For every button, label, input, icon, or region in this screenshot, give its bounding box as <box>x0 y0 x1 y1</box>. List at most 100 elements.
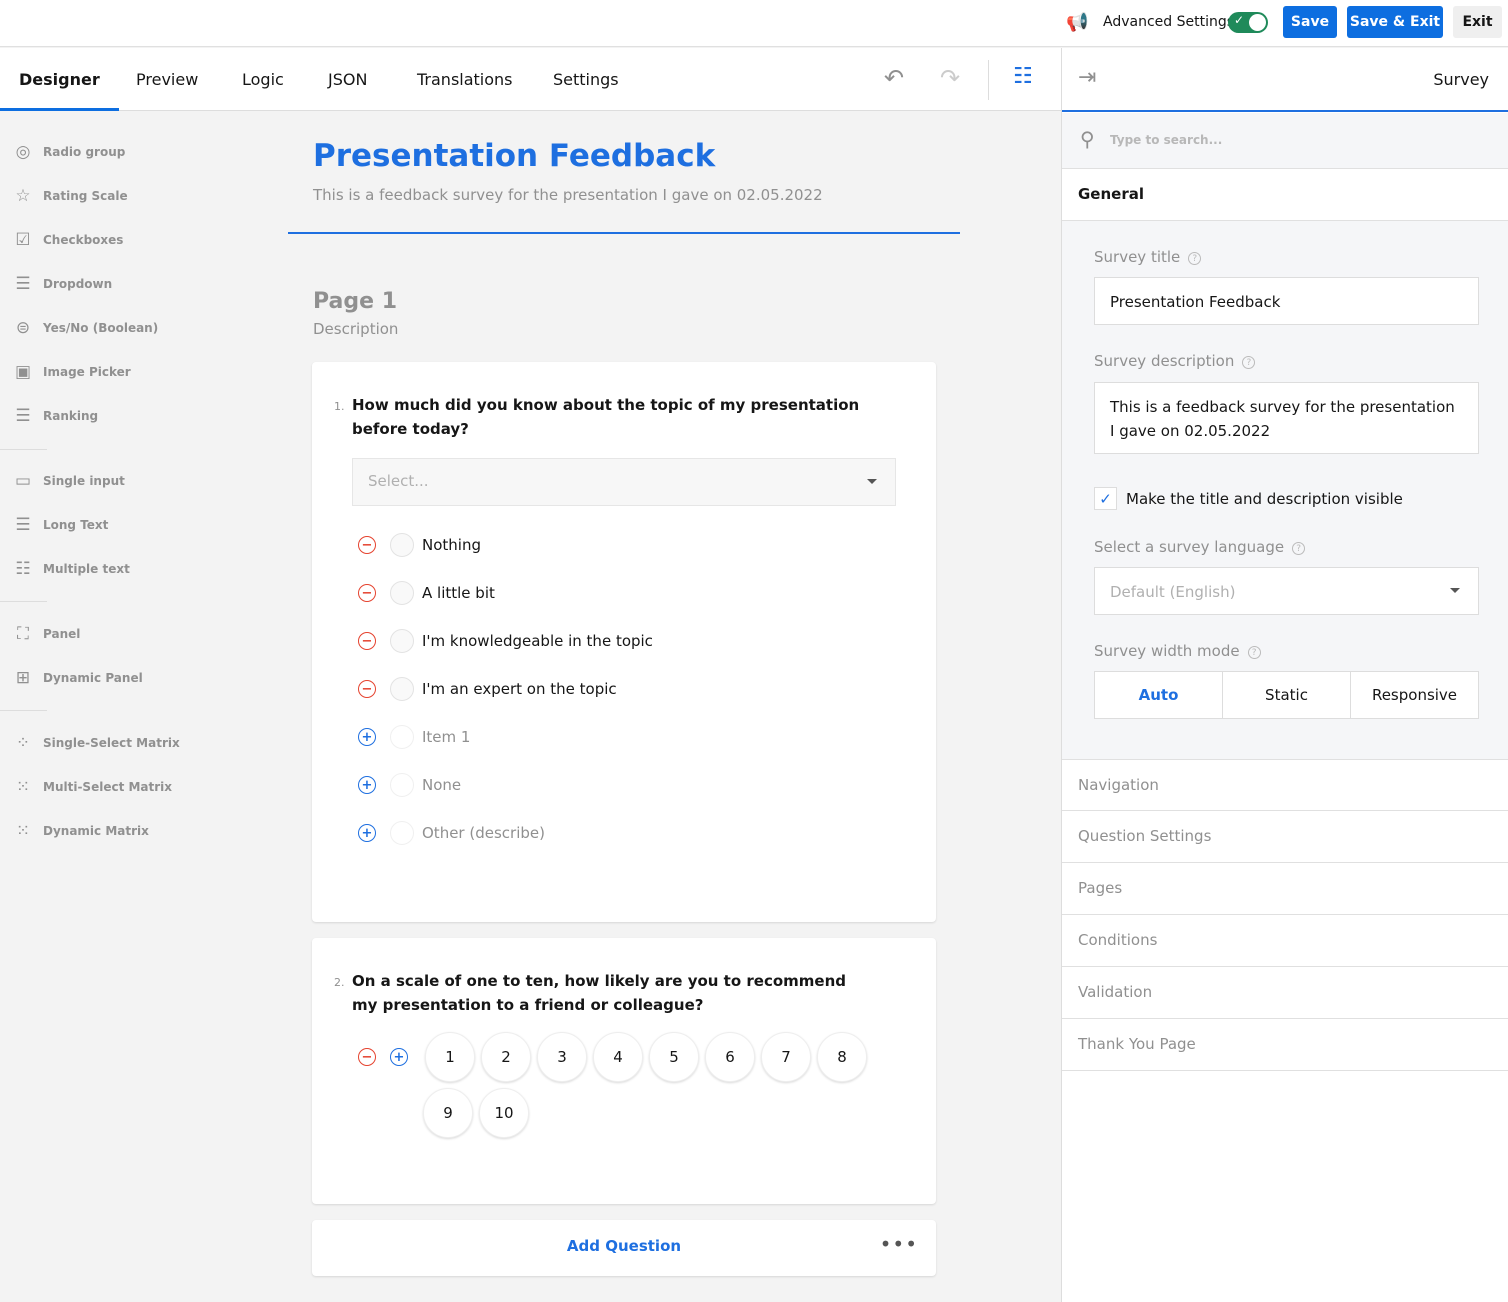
rating-item[interactable]: 3 <box>537 1032 587 1082</box>
radio-button[interactable] <box>390 677 414 701</box>
choice-item[interactable]: − Nothing <box>358 532 481 558</box>
toolbox-item-label: Radio group <box>43 145 126 159</box>
choice-label[interactable]: Nothing <box>422 536 481 554</box>
add-icon[interactable]: + <box>358 824 376 842</box>
toolbox-item-single-select-matrix[interactable]: ⁘ Single-Select Matrix <box>12 731 180 755</box>
language-select[interactable]: Default (English) <box>1094 567 1479 615</box>
help-icon[interactable]: ? <box>1247 646 1261 659</box>
remove-icon[interactable]: − <box>358 680 376 698</box>
megaphone-icon[interactable]: 📢 <box>1066 12 1089 33</box>
choice-item-placeholder[interactable]: + Other (describe) <box>358 820 545 846</box>
width-auto[interactable]: Auto <box>1095 672 1223 718</box>
toolbox-item-dynamic-panel[interactable]: ⊞ Dynamic Panel <box>12 666 143 690</box>
category-general[interactable]: General <box>1062 169 1508 221</box>
save-button[interactable]: Save <box>1283 6 1337 38</box>
rating-item[interactable]: 9 <box>423 1088 473 1138</box>
survey-title-input[interactable]: Presentation Feedback <box>1094 277 1479 325</box>
add-icon[interactable]: + <box>358 728 376 746</box>
advanced-settings-toggle[interactable]: ✓ <box>1228 12 1268 33</box>
toolbox-item-ranking[interactable]: ☰ Ranking <box>12 404 98 428</box>
rating-item[interactable]: 8 <box>817 1032 867 1082</box>
category-pages[interactable]: Pages <box>1062 863 1508 915</box>
survey-description-input[interactable]: This is a feedback survey for the presen… <box>1094 382 1479 454</box>
rating-item[interactable]: 2 <box>481 1032 531 1082</box>
rating-item[interactable]: 7 <box>761 1032 811 1082</box>
toolbox-item-multi-select-matrix[interactable]: ⁙ Multi-Select Matrix <box>12 775 172 799</box>
multiple-text-icon: ☷ <box>15 559 31 579</box>
category-thank-you-page[interactable]: Thank You Page <box>1062 1019 1508 1071</box>
rating-item[interactable]: 10 <box>479 1088 529 1138</box>
category-validation[interactable]: Validation <box>1062 967 1508 1019</box>
tab-settings[interactable]: Settings <box>553 70 619 89</box>
category-question-settings[interactable]: Question Settings <box>1062 811 1508 863</box>
choice-label[interactable]: I'm an expert on the topic <box>422 680 617 698</box>
exit-button[interactable]: Exit <box>1453 6 1502 38</box>
radio-button[interactable] <box>390 533 414 557</box>
toolbox-item-dropdown[interactable]: ☰ Dropdown <box>12 272 112 296</box>
choice-label[interactable]: I'm knowledgeable in the topic <box>422 632 653 650</box>
choice-item[interactable]: − I'm knowledgeable in the topic <box>358 628 653 654</box>
rating-item[interactable]: 4 <box>593 1032 643 1082</box>
toolbox-item-image-picker[interactable]: ▣ Image Picker <box>12 360 131 384</box>
help-icon[interactable]: ? <box>1242 356 1256 369</box>
toolbox-item-panel[interactable]: ⛶ Panel <box>12 622 80 646</box>
remove-icon[interactable]: − <box>358 536 376 554</box>
page-title[interactable]: Page 1 <box>313 289 398 314</box>
undo-icon[interactable]: ↶ <box>884 64 905 92</box>
choice-item[interactable]: − A little bit <box>358 580 495 606</box>
rating-item[interactable]: 5 <box>649 1032 699 1082</box>
collapse-panel-icon[interactable]: ⇥ <box>1078 65 1097 90</box>
tab-json[interactable]: JSON <box>328 70 368 89</box>
toolbox-item-single-input[interactable]: ▭ Single input <box>12 469 125 493</box>
remove-icon[interactable]: − <box>358 1048 376 1066</box>
width-mode-label: Survey width mode? <box>1094 642 1261 660</box>
toolbox-item-long-text[interactable]: ☰ Long Text <box>12 513 108 537</box>
question-card-2[interactable]: 2. On a scale of one to ten, how likely … <box>312 938 936 1204</box>
add-icon[interactable]: + <box>390 1048 408 1066</box>
category-navigation[interactable]: Navigation <box>1062 759 1508 811</box>
toolbox-divider <box>0 449 47 450</box>
question-card-1[interactable]: 1. How much did you know about the topic… <box>312 362 936 922</box>
add-icon[interactable]: + <box>358 776 376 794</box>
question-title[interactable]: On a scale of one to ten, how likely are… <box>352 972 846 1014</box>
toolbox-item-rating-scale[interactable]: ☆ Rating Scale <box>12 184 127 208</box>
survey-description[interactable]: This is a feedback survey for the presen… <box>313 186 823 204</box>
width-static[interactable]: Static <box>1223 672 1351 718</box>
radio-button[interactable] <box>390 629 414 653</box>
redo-icon[interactable]: ↷ <box>940 64 961 92</box>
more-icon[interactable]: ••• <box>879 1232 918 1256</box>
choice-label[interactable]: A little bit <box>422 584 495 602</box>
choice-item-placeholder[interactable]: + Item 1 <box>358 724 470 750</box>
width-responsive[interactable]: Responsive <box>1371 686 1458 704</box>
category-conditions[interactable]: Conditions <box>1062 915 1508 967</box>
page-description[interactable]: Description <box>313 320 399 338</box>
toolbox-item-dynamic-matrix[interactable]: ⁙ Dynamic Matrix <box>12 819 149 843</box>
tab-designer[interactable]: Designer <box>0 48 119 111</box>
search-input[interactable]: Type to search... <box>1110 133 1223 147</box>
settings-sliders-icon[interactable]: ☷ <box>1013 64 1033 89</box>
radio-button <box>390 821 414 845</box>
visible-checkbox-row[interactable]: ✓ Make the title and description visible <box>1094 487 1403 510</box>
remove-icon[interactable]: − <box>358 584 376 602</box>
toolbox-item-radio-group[interactable]: ◎ Radio group <box>12 140 126 164</box>
survey-title[interactable]: Presentation Feedback <box>313 138 716 174</box>
add-question-button[interactable]: Add Question <box>566 1237 682 1255</box>
tab-logic[interactable]: Logic <box>242 70 284 89</box>
rating-item[interactable]: 6 <box>705 1032 755 1082</box>
checkbox-checked-icon[interactable]: ✓ <box>1094 487 1117 510</box>
help-icon[interactable]: ? <box>1292 542 1306 555</box>
remove-icon[interactable]: − <box>358 632 376 650</box>
help-icon[interactable]: ? <box>1188 252 1202 265</box>
tab-translations[interactable]: Translations <box>417 70 513 89</box>
choice-item-placeholder[interactable]: + None <box>358 772 461 798</box>
save-exit-button[interactable]: Save & Exit <box>1347 6 1443 38</box>
toolbox-item-checkboxes[interactable]: ☑ Checkboxes <box>12 228 123 252</box>
toolbox-item-multiple-text[interactable]: ☷ Multiple text <box>12 557 129 581</box>
radio-button[interactable] <box>390 581 414 605</box>
tab-preview[interactable]: Preview <box>136 70 199 89</box>
dropdown-select[interactable]: Select... <box>352 458 896 506</box>
rating-item[interactable]: 1 <box>425 1032 475 1082</box>
question-title[interactable]: How much did you know about the topic of… <box>352 396 860 438</box>
toolbox-item-yes-no-boolean[interactable]: ⊜ Yes/No (Boolean) <box>12 316 158 340</box>
choice-item[interactable]: − I'm an expert on the topic <box>358 676 617 702</box>
